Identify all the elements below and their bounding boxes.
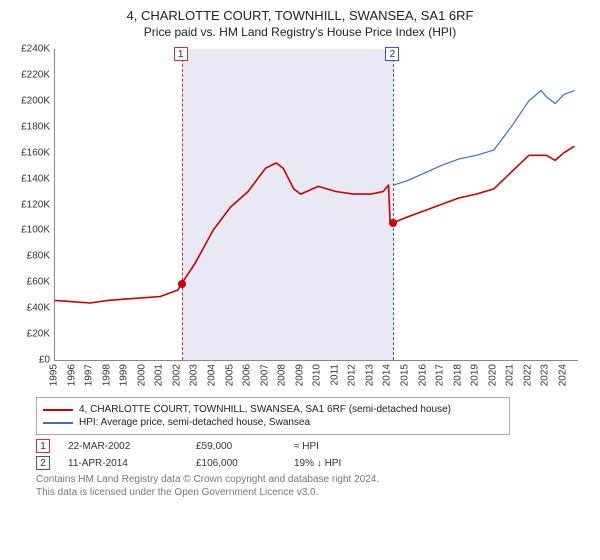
x-tick-label: 2006 [242,364,253,386]
x-tick-label: 2021 [505,364,516,386]
x-tick-label: 2001 [154,364,165,386]
x-tick-label: 2023 [540,364,551,386]
x-tick-label: 2000 [136,364,147,386]
y-tick-label: £120K [10,199,50,210]
y-tick-label: £20K [10,329,50,340]
x-tick-label: 1997 [84,364,95,386]
series-property [55,146,575,303]
x-tick-label: 1999 [119,364,130,386]
title-primary: 4, CHARLOTTE COURT, TOWNHILL, SWANSEA, S… [10,8,590,23]
sale-vs-hpi: 19% ↓ HPI [294,458,374,469]
sale-vline [182,49,183,360]
x-tick-label: 2013 [364,364,375,386]
x-tick-label: 1995 [49,364,60,386]
y-tick-label: £40K [10,303,50,314]
sale-index-box: 1 [36,439,50,453]
series-hpi [393,91,574,186]
y-tick-label: £160K [10,147,50,158]
x-tick-label: 1998 [101,364,112,386]
x-tick-label: 2008 [277,364,288,386]
y-tick-label: £100K [10,225,50,236]
x-tick-label: 2009 [294,364,305,386]
sale-marker-box: 2 [385,47,399,61]
y-tick-label: £220K [10,69,50,80]
sale-vs-hpi: ≈ HPI [294,441,374,452]
sale-dot [178,280,186,288]
legend: 4, CHARLOTTE COURT, TOWNHILL, SWANSEA, S… [36,397,510,435]
plot-area [54,49,578,361]
sale-dot [389,219,397,227]
x-tick-label: 2017 [435,364,446,386]
y-tick-label: £180K [10,121,50,132]
y-tick-label: £140K [10,173,50,184]
y-tick-label: £80K [10,251,50,262]
legend-label: 4, CHARLOTTE COURT, TOWNHILL, SWANSEA, S… [79,404,451,415]
series-svg [55,49,578,360]
legend-item: HPI: Average price, semi-detached house,… [43,417,503,428]
sale-price: £59,000 [196,441,276,452]
y-tick-label: £60K [10,277,50,288]
x-tick-label: 2005 [224,364,235,386]
sale-price: £106,000 [196,458,276,469]
x-tick-label: 2004 [206,364,217,386]
attribution-line1: Contains HM Land Registry data © Crown c… [36,474,379,485]
sale-row: 1 22-MAR-2002 £59,000 ≈ HPI [36,439,590,453]
attribution: Contains HM Land Registry data © Crown c… [36,474,590,499]
y-tick-label: £240K [10,44,50,55]
legend-item: 4, CHARLOTTE COURT, TOWNHILL, SWANSEA, S… [43,404,503,415]
x-tick-label: 1996 [66,364,77,386]
titles: 4, CHARLOTTE COURT, TOWNHILL, SWANSEA, S… [10,8,590,39]
sales-table: 1 22-MAR-2002 £59,000 ≈ HPI 2 11-APR-2014 £106… [36,439,590,470]
x-tick-label: 2016 [417,364,428,386]
title-secondary: Price paid vs. HM Land Registry's House … [10,25,590,39]
x-tick-label: 2019 [470,364,481,386]
sale-marker-box: 1 [174,47,188,61]
attribution-line2: This data is licensed under the Open Gov… [36,487,318,498]
sale-index-box: 2 [36,456,50,470]
chart: £0 £20K £40K £60K £80K £100K £120K £140K £160K £1… [10,45,590,391]
x-tick-label: 2014 [382,364,393,386]
y-tick-label: £0 [10,355,50,366]
sale-date: 11-APR-2014 [68,458,178,469]
legend-swatch [43,409,73,411]
sale-vline [393,49,394,360]
legend-label: HPI: Average price, semi-detached house,… [79,417,310,428]
x-tick-label: 2012 [347,364,358,386]
x-tick-label: 2020 [487,364,498,386]
x-tick-label: 2022 [522,364,533,386]
x-tick-label: 2024 [557,364,568,386]
x-tick-label: 2002 [171,364,182,386]
sale-date: 22-MAR-2002 [68,441,178,452]
x-tick-label: 2007 [259,364,270,386]
x-tick-label: 2015 [400,364,411,386]
figure: 4, CHARLOTTE COURT, TOWNHILL, SWANSEA, S… [0,0,600,505]
y-tick-label: £200K [10,95,50,106]
x-tick-label: 2011 [329,364,340,386]
x-tick-label: 2010 [312,364,323,386]
x-tick-label: 2018 [452,364,463,386]
legend-swatch [43,422,73,424]
sale-row: 2 11-APR-2014 £106,000 19% ↓ HPI [36,456,590,470]
x-tick-label: 2003 [189,364,200,386]
